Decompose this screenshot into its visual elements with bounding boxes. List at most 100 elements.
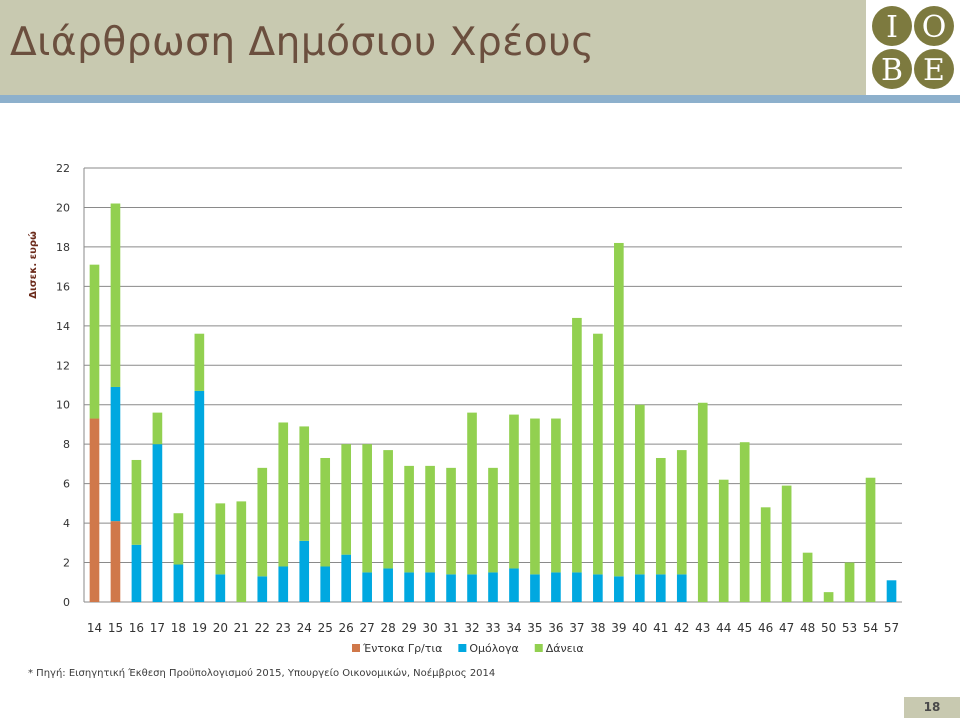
bar-segment xyxy=(655,457,666,575)
x-tick-label: 45 xyxy=(737,621,752,635)
x-tick-label: 41 xyxy=(653,621,668,635)
x-tick-label: 54 xyxy=(863,621,878,635)
logo-letter: I xyxy=(886,10,898,45)
x-tick-label: 22 xyxy=(255,621,270,635)
y-tick-label: 22 xyxy=(56,162,70,175)
x-tick-label: 50 xyxy=(821,621,836,635)
x-tick-label: 18 xyxy=(171,621,186,635)
bar-segment xyxy=(89,264,100,419)
bar-segment xyxy=(593,574,603,602)
bar-segment xyxy=(131,544,142,602)
x-tick-label: 57 xyxy=(884,621,899,635)
bar-segment xyxy=(572,317,582,573)
bar-segment xyxy=(278,422,289,567)
bar-segment xyxy=(383,450,393,569)
logo-circle xyxy=(872,49,912,89)
bar-segment xyxy=(467,412,477,575)
x-tick-label: 25 xyxy=(318,621,333,635)
x-tick-label: 17 xyxy=(150,621,165,635)
logo-circle xyxy=(914,6,954,46)
bar-segment xyxy=(760,507,771,602)
bar-segment xyxy=(110,386,121,522)
x-tick-label: 37 xyxy=(569,621,584,635)
y-tick-label: 12 xyxy=(56,359,70,372)
bar-segment xyxy=(404,572,414,602)
bar-segment xyxy=(551,572,561,602)
bar-segment xyxy=(362,572,372,602)
bar-segment xyxy=(572,572,582,602)
bar-segment xyxy=(383,568,393,602)
y-tick-label: 8 xyxy=(63,438,70,451)
bar-segment xyxy=(509,568,519,602)
bar-segment xyxy=(110,521,121,602)
x-tick-label: 21 xyxy=(234,621,249,635)
bar-segment xyxy=(634,574,645,602)
bar-segment xyxy=(194,390,205,602)
y-tick-label: 2 xyxy=(63,557,70,570)
x-tick-label: 39 xyxy=(611,621,626,635)
x-tick-label: 43 xyxy=(695,621,710,635)
bar-segment xyxy=(739,442,750,602)
bar-segment xyxy=(676,574,687,602)
legend-label: Ομόλογα xyxy=(469,642,518,655)
bar-segment xyxy=(173,513,184,565)
x-tick-label: 44 xyxy=(716,621,731,635)
x-tick-label: 53 xyxy=(842,621,857,635)
bar-segment xyxy=(446,467,456,575)
x-tick-label: 27 xyxy=(360,621,375,635)
x-tick-label: 33 xyxy=(485,621,500,635)
bar-segment xyxy=(404,465,414,573)
bar-segment xyxy=(89,418,100,602)
logo-letter: E xyxy=(923,53,945,88)
bar-segment xyxy=(278,566,289,602)
bar-segment xyxy=(341,554,352,602)
legend-swatch xyxy=(352,644,360,652)
bar-segment xyxy=(257,467,268,577)
bar-segment xyxy=(634,404,645,575)
bar-segment xyxy=(718,479,729,602)
bar-segment xyxy=(865,477,876,602)
bar-segment xyxy=(488,572,498,602)
x-tick-label: 26 xyxy=(339,621,354,635)
page-number: 18 xyxy=(904,697,960,718)
y-tick-label: 16 xyxy=(56,280,70,293)
x-tick-label: 35 xyxy=(527,621,542,635)
bar-segment xyxy=(509,414,519,569)
iobe-logo-icon: I O B E xyxy=(872,6,954,89)
x-tick-label: 47 xyxy=(779,621,794,635)
logo-circle xyxy=(872,6,912,46)
legend-label: Έντοκα Γρ/τια xyxy=(362,642,442,655)
bar-segment xyxy=(320,457,331,567)
logo-letter: O xyxy=(922,10,947,45)
bar-segment xyxy=(425,465,435,573)
bar-segment xyxy=(655,574,666,602)
y-tick-label: 0 xyxy=(63,596,70,609)
logo-letter: B xyxy=(881,53,903,88)
bar-segment xyxy=(257,576,268,602)
x-tick-label: 48 xyxy=(800,621,815,635)
y-axis-label: Δισεκ. ευρώ xyxy=(27,231,39,299)
bar-segment xyxy=(530,574,540,602)
bar-segment xyxy=(320,566,331,602)
logo-circle xyxy=(914,49,954,89)
x-tick-label: 16 xyxy=(129,621,144,635)
bar-segment xyxy=(110,203,121,387)
x-tick-label: 31 xyxy=(443,621,458,635)
bar-segment xyxy=(215,503,226,575)
header-divider xyxy=(0,95,960,103)
bar-segment xyxy=(488,467,498,573)
bar-segment xyxy=(802,552,813,602)
bar-segment xyxy=(299,540,310,602)
y-tick-label: 6 xyxy=(63,478,70,491)
y-tick-label: 14 xyxy=(56,320,70,333)
bar-segment xyxy=(152,412,163,445)
x-tick-label: 19 xyxy=(192,621,207,635)
bar-segment xyxy=(425,572,435,602)
bar-segment xyxy=(362,444,372,573)
x-tick-label: 15 xyxy=(108,621,123,635)
bar-segment xyxy=(614,242,624,577)
bar-segment xyxy=(676,450,687,575)
x-tick-label: 38 xyxy=(590,621,605,635)
bar-segment xyxy=(341,444,352,555)
